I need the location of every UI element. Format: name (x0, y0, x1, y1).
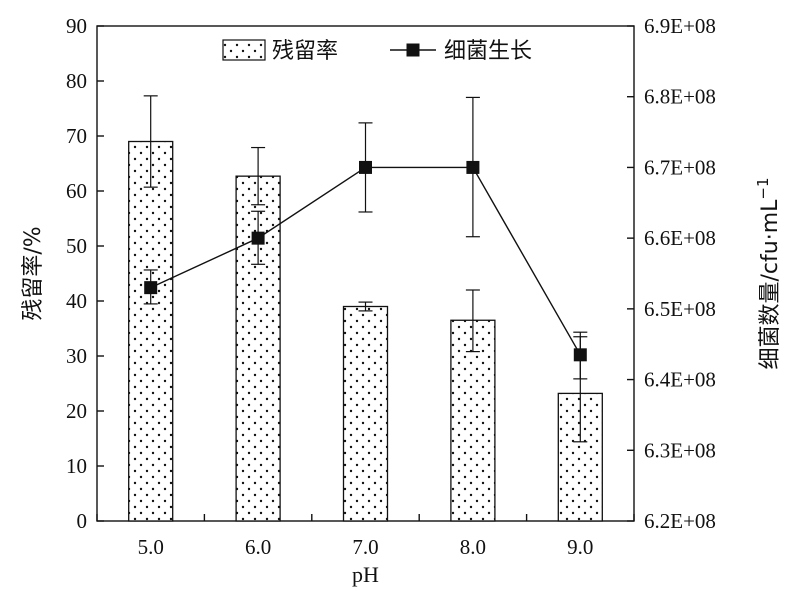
right-axis-tick-label: 6.9E+08 (644, 14, 716, 38)
right-axis-tick-label: 6.3E+08 (644, 438, 716, 462)
legend-line-marker (406, 43, 420, 57)
bar (450, 319, 496, 522)
x-axis-tick-label: 5.0 (138, 535, 164, 559)
line-point-marker (573, 348, 587, 362)
left-axis-title: 残留率/% (21, 226, 46, 320)
legend-bar-swatch (222, 39, 266, 61)
left-axis-tick-label: 40 (66, 289, 87, 313)
x-axis-tick-label: 9.0 (567, 535, 593, 559)
line-point-marker (144, 281, 158, 295)
x-axis-tick-label: 6.0 (245, 535, 271, 559)
left-axis-tick-label: 0 (77, 509, 88, 533)
legend-bar-label: 残留率 (272, 39, 338, 64)
x-axis-title: pH (352, 562, 379, 587)
line-point-marker (251, 231, 265, 245)
x-axis-tick-label: 7.0 (352, 535, 378, 559)
line-point-marker (466, 160, 480, 174)
left-axis-tick-label: 20 (66, 399, 87, 423)
right-axis-tick-label: 6.5E+08 (644, 297, 716, 321)
left-axis-tick-label: 80 (66, 69, 87, 93)
bar (128, 140, 174, 522)
left-axis-tick-label: 30 (66, 344, 87, 368)
bar (342, 305, 389, 522)
right-axis-title: 细菌数量/cfu·mL−1 (754, 177, 783, 369)
left-axis-tick-label: 50 (66, 234, 87, 258)
right-axis-tick-label: 6.4E+08 (644, 368, 716, 392)
right-axis-tick-label: 6.6E+08 (644, 226, 716, 250)
legend-line-label: 细菌生长 (444, 39, 532, 64)
right-axis-title-text: 细菌数量/cfu·mL (758, 199, 783, 370)
left-axis-tick-label: 90 (66, 14, 87, 38)
left-axis-tick-label: 70 (66, 124, 87, 148)
right-axis-tick-label: 6.8E+08 (644, 85, 716, 109)
legend: 残留率 细菌生长 (222, 39, 532, 64)
x-axis-tick-label: 8.0 (460, 535, 486, 559)
line-point-marker (359, 160, 372, 174)
right-axis-tick-label: 6.2E+08 (644, 509, 716, 533)
left-axis-tick-label: 60 (66, 179, 87, 203)
left-axis-tick-label: 10 (66, 454, 87, 478)
right-axis-tick-label: 6.7E+08 (644, 155, 716, 179)
right-axis-title-superscript: −1 (754, 177, 772, 199)
